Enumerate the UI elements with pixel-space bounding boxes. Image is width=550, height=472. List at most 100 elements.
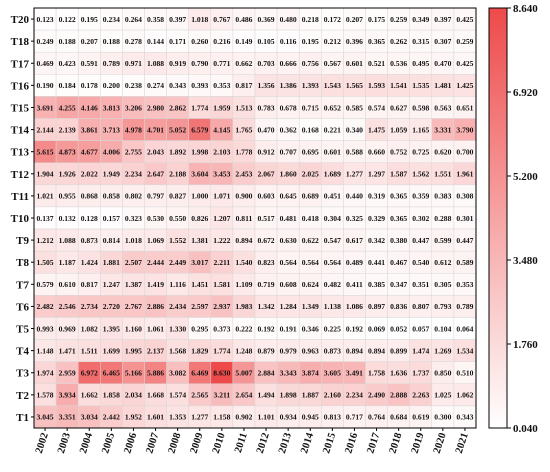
cell-value-label: 3.713 [103, 125, 120, 134]
cell-value-label: 0.725 [412, 147, 429, 156]
y-tick-label: T17 [11, 58, 30, 70]
cell-value-label: 0.349 [412, 15, 429, 24]
cell-value-label: 1.342 [258, 302, 275, 311]
cell-value-label: 0.945 [302, 413, 319, 422]
cell-value-label: 5.886 [147, 369, 164, 378]
x-tick-label: 2009 [189, 432, 206, 455]
cell-value-label: 1.475 [368, 125, 385, 134]
cell-value-label: 5.007 [235, 369, 252, 378]
cell-value-label: 0.622 [302, 236, 319, 245]
colorbar-tick-label: 0.040 [513, 423, 538, 435]
cell-value-label: 4.146 [81, 103, 98, 112]
cell-value-label: 2.546 [59, 302, 76, 311]
cell-value-label: 2.862 [169, 103, 186, 112]
cell-value-label: 0.719 [258, 280, 275, 289]
cell-value-label: 0.489 [346, 258, 363, 267]
cell-value-label: 0.425 [456, 59, 473, 68]
y-tick-label: T20 [11, 14, 30, 26]
cell-value-label: 0.137 [37, 214, 54, 223]
cell-value-label: 0.764 [368, 413, 385, 422]
cell-value-label: 0.188 [59, 37, 76, 46]
cell-value-label: 1.699 [103, 346, 120, 355]
cell-value-label: 0.467 [390, 258, 407, 267]
cell-value-label: 0.157 [103, 214, 120, 223]
cell-value-label: 3.343 [280, 369, 297, 378]
cell-value-label: 0.105 [258, 37, 275, 46]
cell-value-label: 1.494 [258, 391, 275, 400]
cell-value-label: 0.550 [169, 214, 186, 223]
cell-value-label: 0.814 [103, 236, 120, 245]
cell-value-label: 0.603 [258, 192, 275, 201]
cell-value-label: 0.601 [346, 59, 363, 68]
cell-value-label: 2.139 [59, 125, 76, 134]
cell-value-label: 6.465 [103, 369, 120, 378]
cell-value-label: 3.604 [191, 170, 208, 179]
cell-value-label: 0.797 [147, 192, 164, 201]
cell-value-label: 1.543 [324, 81, 341, 90]
cell-value-label: 3.790 [456, 125, 473, 134]
cell-value-label: 1.069 [147, 236, 164, 245]
cell-value-label: 1.109 [235, 280, 252, 289]
cell-value-label: 0.365 [390, 192, 407, 201]
cell-value-label: 0.149 [235, 37, 252, 46]
cell-value-label: 0.175 [368, 15, 385, 24]
cell-value-label: 1.995 [125, 346, 142, 355]
cell-value-label: 0.451 [324, 192, 341, 201]
cell-value-label: 0.200 [103, 81, 120, 90]
cell-value-label: 1.101 [258, 413, 275, 422]
cell-value-label: 1.000 [191, 192, 208, 201]
cell-value-label: 3.934 [59, 391, 76, 400]
cell-value-label: 2.647 [147, 170, 164, 179]
cell-value-label: 0.191 [280, 324, 297, 333]
cell-value-label: 0.262 [390, 37, 407, 46]
cell-value-label: 0.624 [302, 280, 319, 289]
cell-value-label: 3.206 [125, 103, 142, 112]
cell-value-label: 2.755 [125, 147, 142, 156]
cell-value-label: 2.444 [147, 258, 164, 267]
cell-value-label: 1.778 [235, 147, 252, 156]
cell-value-label: 3.331 [434, 125, 451, 134]
x-tick-label: 2015 [321, 432, 338, 455]
cell-value-label: 0.122 [59, 15, 76, 24]
cell-value-label: 0.259 [390, 15, 407, 24]
cell-value-label: 3.453 [213, 170, 230, 179]
cell-value-label: 0.104 [434, 324, 451, 333]
cell-value-label: 0.222 [235, 324, 252, 333]
cell-value-label: 0.651 [456, 103, 473, 112]
cell-value-label: 0.343 [169, 81, 186, 90]
cell-value-label: 0.486 [235, 15, 252, 24]
cell-value-label: 5.052 [169, 125, 186, 134]
cell-value-label: 1.881 [103, 258, 120, 267]
cell-value-label: 1.086 [346, 302, 363, 311]
cell-value-label: 3.813 [103, 103, 120, 112]
cell-value-label: 0.588 [346, 147, 363, 156]
cell-value-label: 0.672 [258, 236, 275, 245]
cell-value-label: 2.449 [169, 258, 186, 267]
cell-value-label: 0.608 [280, 280, 297, 289]
x-tick-label: 2005 [100, 432, 117, 455]
cell-value-label: 5.166 [125, 369, 142, 378]
cell-value-label: 1.505 [37, 258, 54, 267]
cell-value-label: 0.900 [235, 192, 252, 201]
cell-value-label: 1.552 [169, 236, 186, 245]
y-tick-label: T4 [16, 346, 29, 358]
colorbar [488, 7, 508, 429]
cell-value-label: 1.386 [280, 81, 297, 90]
cell-value-label: 0.567 [324, 59, 341, 68]
cell-value-label: 0.879 [258, 346, 275, 355]
cell-value-label: 1.601 [147, 413, 164, 422]
cell-value-label: 1.636 [390, 369, 407, 378]
y-tick-label: T15 [11, 102, 30, 114]
x-tick-label: 2019 [410, 432, 427, 455]
cell-value-label: 0.264 [125, 15, 142, 24]
cell-value-label: 1.858 [103, 391, 120, 400]
cell-value-label: 0.351 [412, 280, 429, 289]
cell-value-label: 1.998 [191, 147, 208, 156]
cell-value-label: 0.897 [368, 302, 385, 311]
cell-value-label: 0.934 [280, 413, 297, 422]
cell-value-label: 0.617 [346, 236, 363, 245]
cell-value-label: 3.082 [169, 369, 186, 378]
cell-value-label: 1.088 [59, 236, 76, 245]
cell-value-label: 1.116 [169, 280, 186, 289]
